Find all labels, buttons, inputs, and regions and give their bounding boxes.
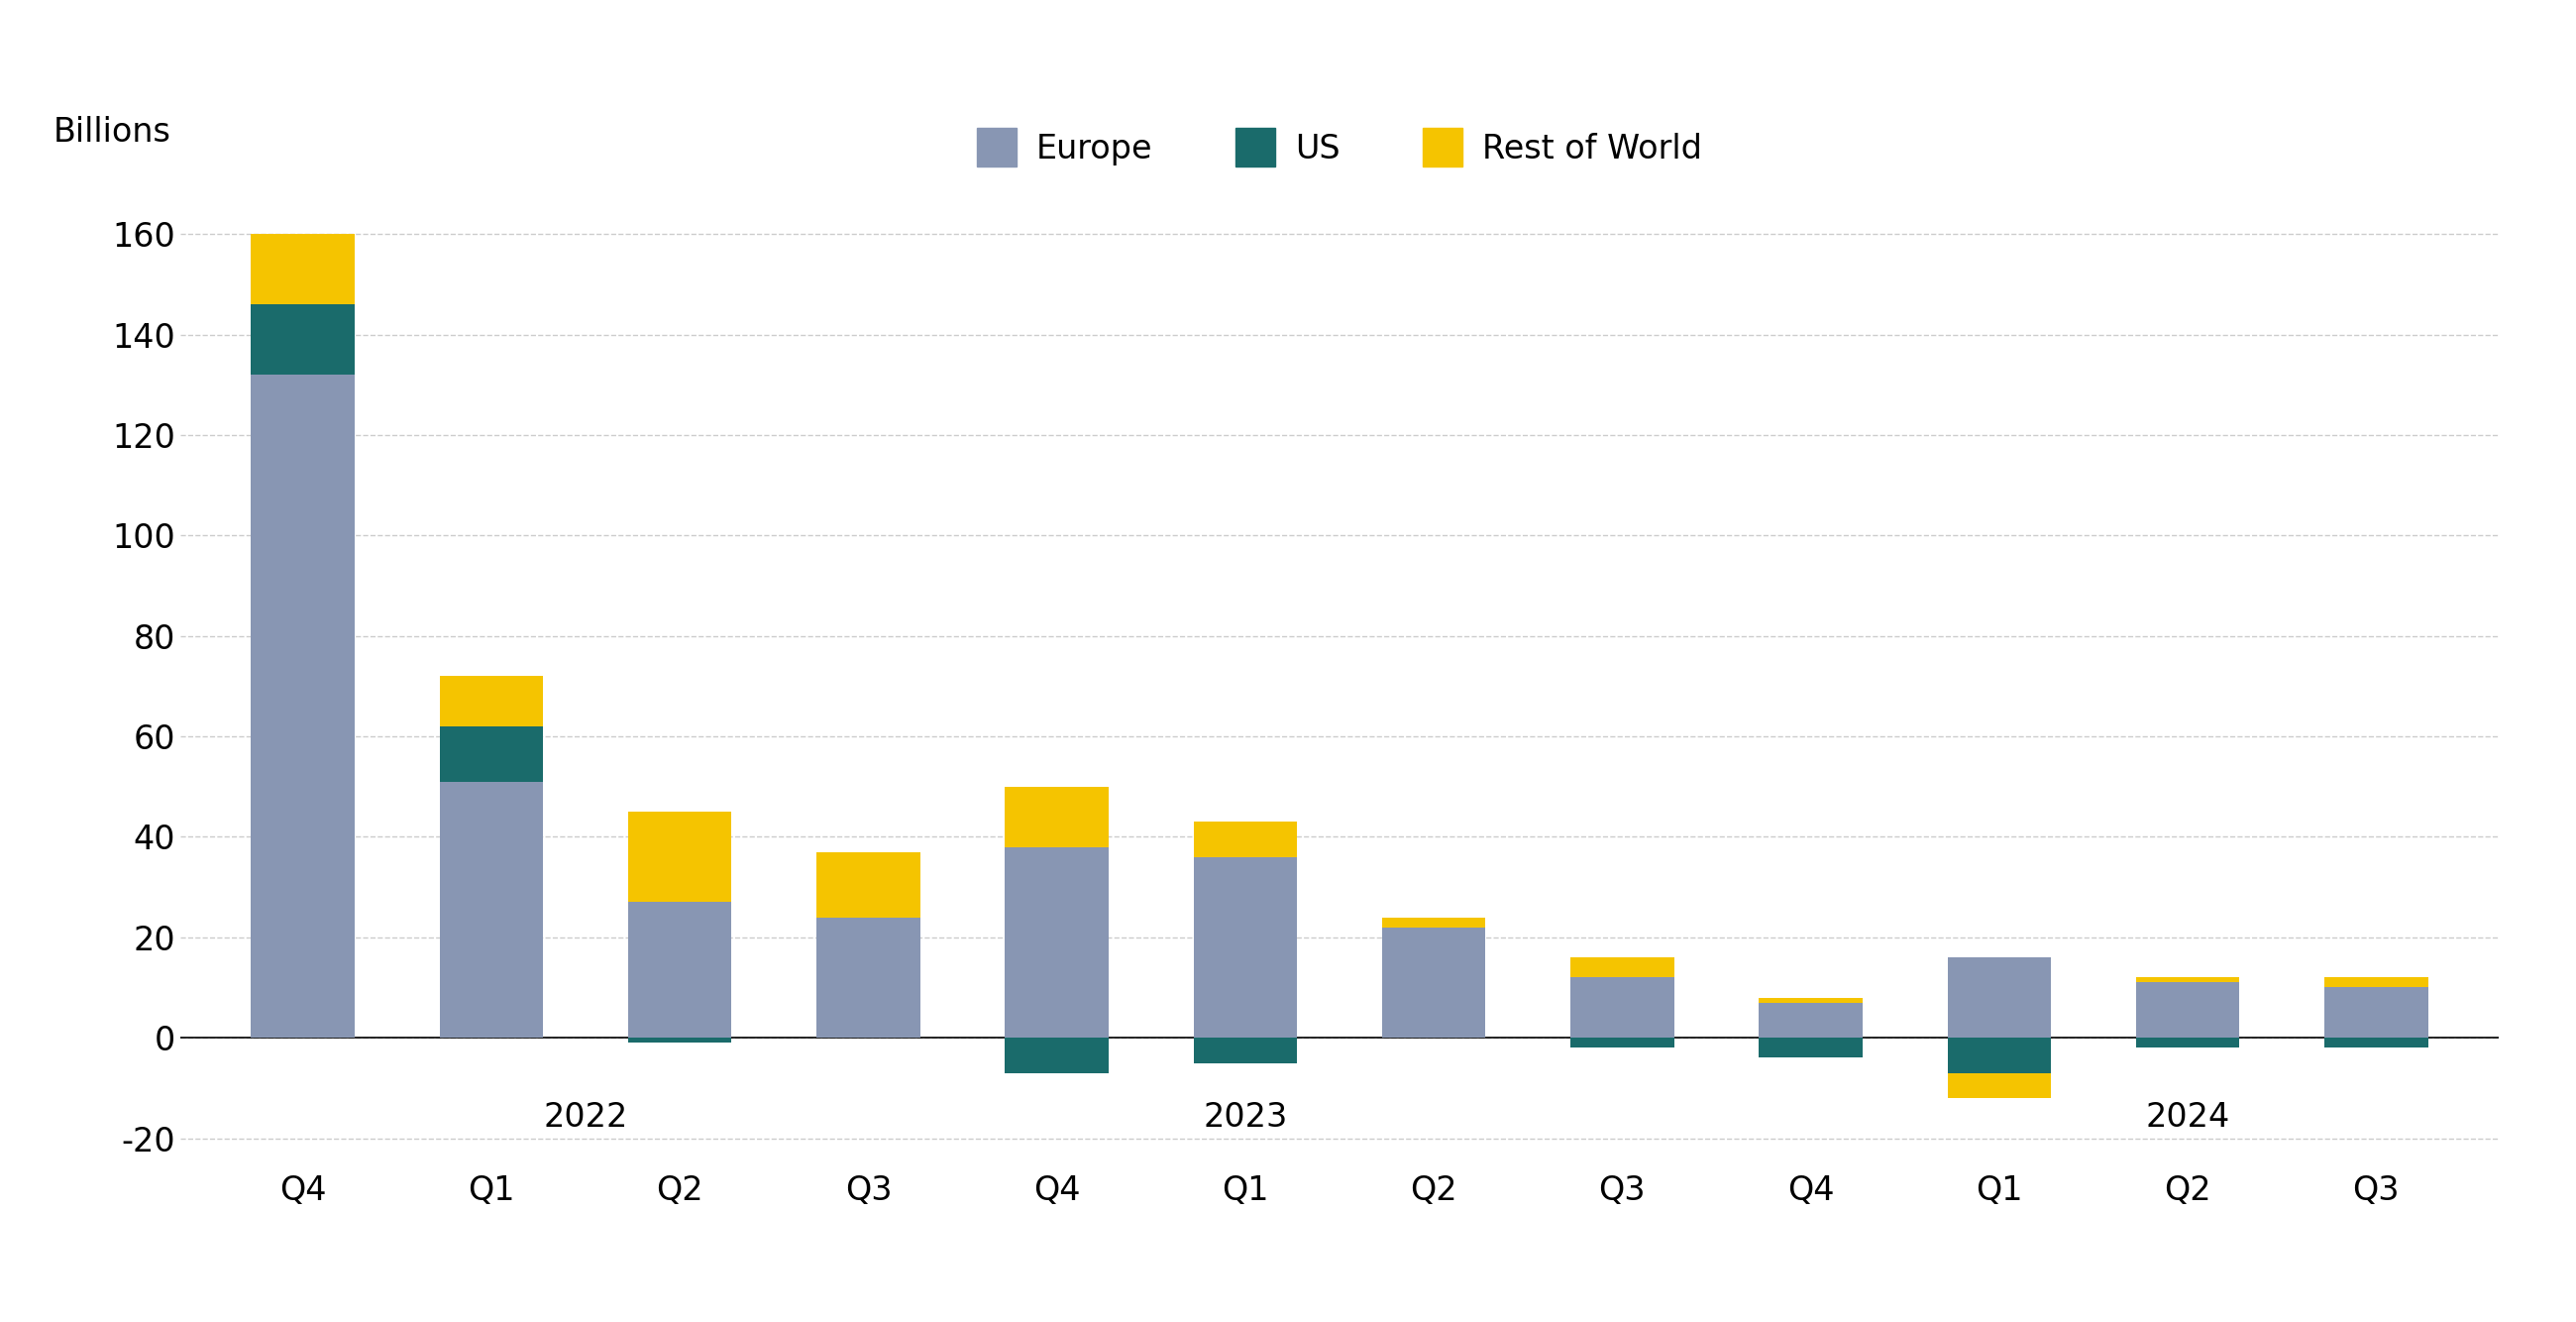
Bar [1759, 998, 1862, 1002]
Bar [2324, 988, 2429, 1038]
Bar [1381, 927, 1486, 1038]
Bar [1381, 917, 1486, 927]
Text: 2023: 2023 [1203, 1101, 1288, 1134]
Bar [629, 812, 732, 902]
Text: 2024: 2024 [2146, 1101, 2231, 1134]
Bar [1947, 1073, 2050, 1099]
Bar [1005, 1038, 1108, 1073]
Bar [817, 917, 920, 1038]
Bar [1005, 787, 1108, 847]
Bar [2324, 1038, 2429, 1048]
Bar [440, 781, 544, 1038]
Bar [440, 726, 544, 781]
Bar [1947, 957, 2050, 1038]
Text: Billions: Billions [54, 116, 170, 148]
Bar [2136, 1038, 2239, 1048]
Bar [629, 1038, 732, 1043]
Text: 2022: 2022 [544, 1101, 629, 1134]
Bar [2324, 977, 2429, 988]
Bar [1193, 857, 1298, 1038]
Bar [629, 902, 732, 1038]
Bar [1759, 1002, 1862, 1038]
Bar [817, 851, 920, 917]
Legend: Europe, US, Rest of World: Europe, US, Rest of World [963, 115, 1716, 180]
Bar [1759, 1038, 1862, 1058]
Bar [1571, 1038, 1674, 1048]
Bar [250, 374, 355, 1038]
Bar [1571, 977, 1674, 1038]
Bar [1193, 822, 1298, 857]
Bar [440, 676, 544, 726]
Bar [2136, 977, 2239, 982]
Bar [1571, 957, 1674, 977]
Bar [1947, 1038, 2050, 1073]
Bar [250, 234, 355, 304]
Bar [1005, 847, 1108, 1038]
Bar [2136, 982, 2239, 1038]
Bar [1193, 1038, 1298, 1063]
Bar [250, 304, 355, 374]
